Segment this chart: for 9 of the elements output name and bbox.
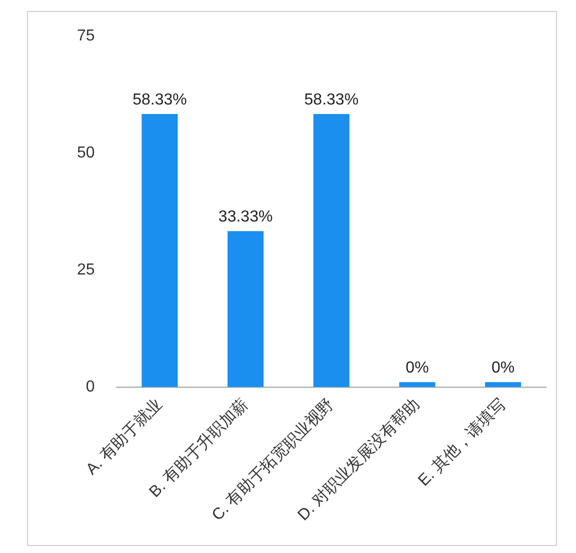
data-label: 58.33% [304, 91, 359, 108]
y-tick-label: 25 [77, 262, 95, 278]
y-tick-label: 0 [86, 378, 95, 396]
data-label: 0% [492, 360, 515, 377]
data-label: 0% [406, 360, 429, 377]
data-label: 58.33% [132, 91, 187, 108]
y-tick-label: 75 [77, 27, 95, 44]
y-tick-label: 50 [77, 144, 95, 162]
data-label: 33.33% [218, 208, 273, 226]
